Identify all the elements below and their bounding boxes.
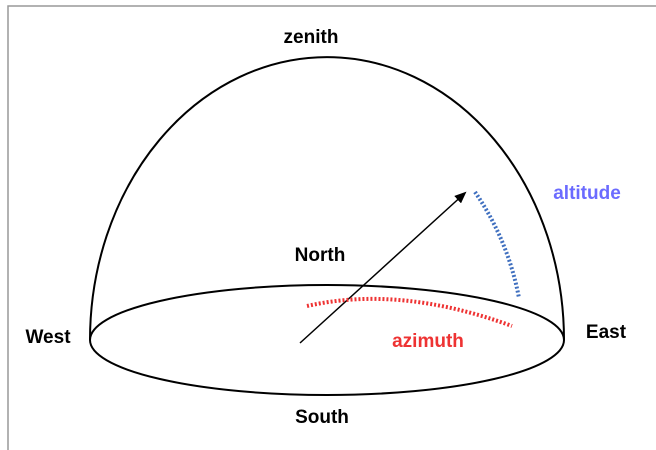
north-label: North: [295, 245, 346, 266]
altitude-arc: [473, 190, 521, 299]
azimuth-arc: [306, 296, 513, 328]
dome: [89, 56, 565, 341]
horizon: [89, 284, 565, 396]
azimuth-label: azimuth: [392, 331, 464, 352]
star-arrow: [299, 191, 467, 344]
south-label: South: [295, 407, 349, 428]
zenith-label: zenith: [284, 27, 339, 48]
frame: [7, 5, 656, 450]
altitude-label: altitude: [553, 183, 621, 204]
west-label: West: [25, 327, 71, 348]
east-label: East: [586, 322, 627, 343]
